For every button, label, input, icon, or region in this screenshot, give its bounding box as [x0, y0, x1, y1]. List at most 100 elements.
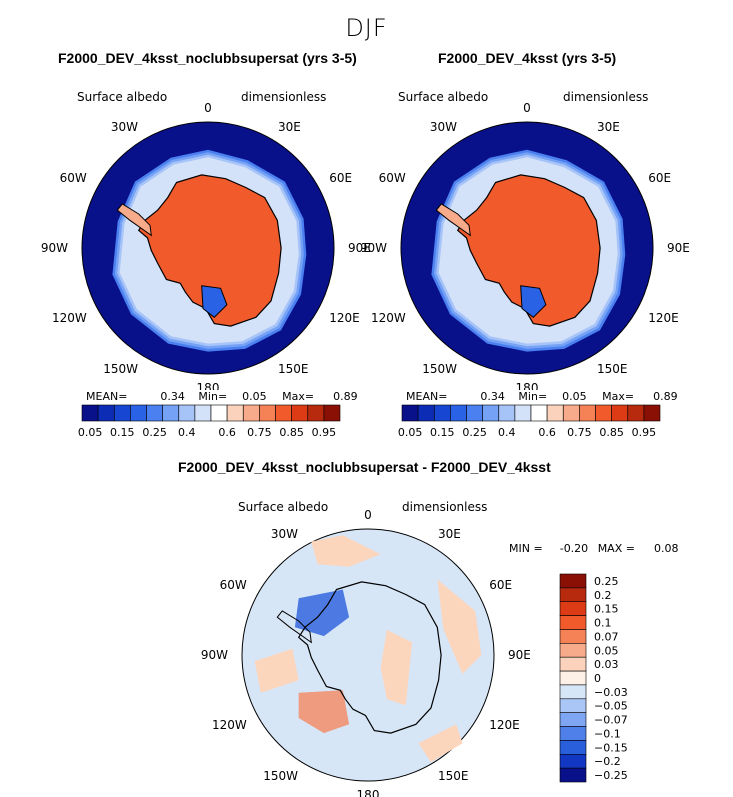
panel3-units-label: dimensionless	[402, 500, 488, 514]
lon-label-90e: 90E	[508, 648, 531, 662]
lon-label-90w: 90W	[362, 241, 387, 255]
colorbar-tick-label: 0.25	[142, 426, 167, 439]
colorbar-tick-label: −0.2	[594, 755, 621, 768]
lon-label-60w: 60W	[379, 171, 406, 185]
panel1-min-value: 0.05	[242, 390, 267, 403]
colorbar-tick-label: 0.85	[279, 426, 304, 439]
panel1-variable-label: Surface albedo	[77, 90, 168, 104]
colorbar-tick-label: 0	[594, 672, 601, 685]
colorbar-swatch	[450, 404, 467, 422]
colorbar-tick-label: 0.75	[567, 426, 592, 439]
colorbar-swatch	[559, 726, 587, 741]
panel2-colorbar: 0.05 0.15 0.25 0.4 0.6 0.75 0.85 0.95	[398, 404, 661, 439]
lon-label-150w: 150W	[263, 769, 298, 783]
panel1-max-label: Max=	[282, 390, 315, 403]
colorbar-swatch	[559, 601, 587, 616]
lon-label-180: 180	[357, 788, 380, 797]
colorbar-swatch	[559, 684, 587, 700]
lon-label-60e: 60E	[329, 171, 352, 185]
peninsula-outline	[276, 610, 312, 644]
lon-label-150e: 150E	[278, 362, 309, 376]
lon-label-120e: 120E	[489, 718, 520, 732]
panel2-min-value: 0.05	[562, 390, 587, 403]
lon-label-180: 180	[516, 381, 539, 390]
colorbar-swatch	[559, 656, 587, 672]
lon-label-30e: 30E	[438, 527, 461, 541]
colorbar-tick-label: −0.07	[594, 714, 628, 727]
panel2-title: F2000_DEV_4ksst (yrs 3-5)	[438, 50, 617, 66]
colorbar-swatch	[323, 404, 341, 422]
colorbar-swatch	[210, 404, 228, 422]
lon-label-0: 0	[364, 510, 372, 522]
colorbar-tick-label: 0.95	[632, 426, 657, 439]
colorbar-swatch	[307, 404, 325, 422]
lon-label-0: 0	[523, 101, 531, 115]
colorbar-swatch	[259, 404, 276, 422]
colorbar-swatch	[559, 573, 587, 589]
lon-label-0: 0	[204, 101, 212, 115]
colorbar-swatch	[498, 404, 516, 422]
lon-label-60w: 60W	[60, 171, 87, 185]
figure-season-title: DJF	[345, 14, 388, 42]
colorbar-swatch	[162, 404, 179, 422]
colorbar-swatch	[146, 404, 163, 422]
panel2-units-label: dimensionless	[563, 90, 649, 104]
colorbar-tick-label: 0.05	[78, 426, 103, 439]
lon-label-150e: 150E	[597, 362, 628, 376]
colorbar-swatch	[559, 754, 587, 769]
colorbar-swatch	[559, 740, 587, 755]
colorbar-swatch	[563, 404, 580, 422]
colorbar-tick-label: 0.15	[110, 426, 134, 439]
lon-label-30e: 30E	[278, 120, 301, 134]
lon-label-150w: 150W	[103, 362, 138, 376]
lon-label-120w: 120W	[371, 311, 406, 325]
colorbar-swatch	[482, 404, 499, 422]
colorbar-swatch	[611, 404, 629, 422]
colorbar-swatch	[559, 712, 587, 727]
lon-label-30w: 30W	[111, 120, 138, 134]
colorbar-tick-label: 0.6	[538, 426, 556, 439]
colorbar-swatch	[466, 404, 483, 422]
panel3-max-label: MAX =	[597, 542, 635, 555]
colorbar-swatch	[579, 404, 596, 422]
ross-ice-shelf	[201, 285, 228, 318]
colorbar-swatch	[226, 404, 244, 422]
lon-label-120e: 120E	[648, 311, 679, 325]
positive-difference-patch-4	[380, 629, 413, 706]
colorbar-tick-label: 0.05	[594, 644, 619, 657]
colorbar-swatch	[559, 670, 587, 686]
colorbar-swatch	[194, 404, 212, 422]
lon-label-60e: 60E	[489, 578, 512, 592]
colorbar-swatch	[627, 404, 645, 422]
colorbar-swatch	[433, 404, 451, 422]
panel2-mean-value: 0.34	[480, 390, 505, 403]
panel1-map: 0 30E 60E 90E 120E 150E 180 150W 120W 90W 60W 30W	[41, 101, 371, 390]
panel2-max-value: 0.89	[653, 390, 678, 403]
panel2-max-label: Max=	[602, 390, 635, 403]
panel1-max-value: 0.89	[333, 390, 358, 403]
colorbar-tick-label: 0.03	[594, 658, 619, 671]
amundsen-sea-anomaly	[298, 690, 350, 734]
panel3-stats: MIN = -0.20 MAX = 0.08	[509, 542, 678, 555]
colorbar-swatch	[291, 404, 309, 422]
colorbar-tick-label: 0.2	[594, 589, 612, 602]
lon-label-180: 180	[197, 381, 220, 390]
lon-label-30w: 30W	[430, 120, 457, 134]
colorbar-swatch	[275, 404, 292, 422]
colorbar-swatch	[643, 404, 661, 422]
panel1-mean-label: MEAN=	[86, 390, 128, 403]
colorbar-swatch	[559, 643, 587, 658]
lon-label-90e: 90E	[667, 241, 690, 255]
colorbar-tick-label: 0.95	[312, 426, 337, 439]
panel3-colorbar: 0.250.20.150.10.070.050.030−0.03−0.05−0.…	[559, 573, 628, 783]
colorbar-tick-label: 0.4	[498, 426, 516, 439]
panel2-min-label: Min=	[518, 390, 548, 403]
colorbar-tick-label: −0.05	[594, 700, 628, 713]
colorbar-tick-label: 0.25	[594, 575, 619, 588]
antarctic-peninsula	[116, 203, 152, 237]
panel2-variable-label: Surface albedo	[398, 90, 489, 104]
colorbar-swatch	[113, 404, 131, 422]
colorbar-tick-label: −0.25	[594, 769, 628, 782]
colorbar-tick-label: 0.6	[218, 426, 236, 439]
colorbar-swatch	[178, 404, 196, 422]
